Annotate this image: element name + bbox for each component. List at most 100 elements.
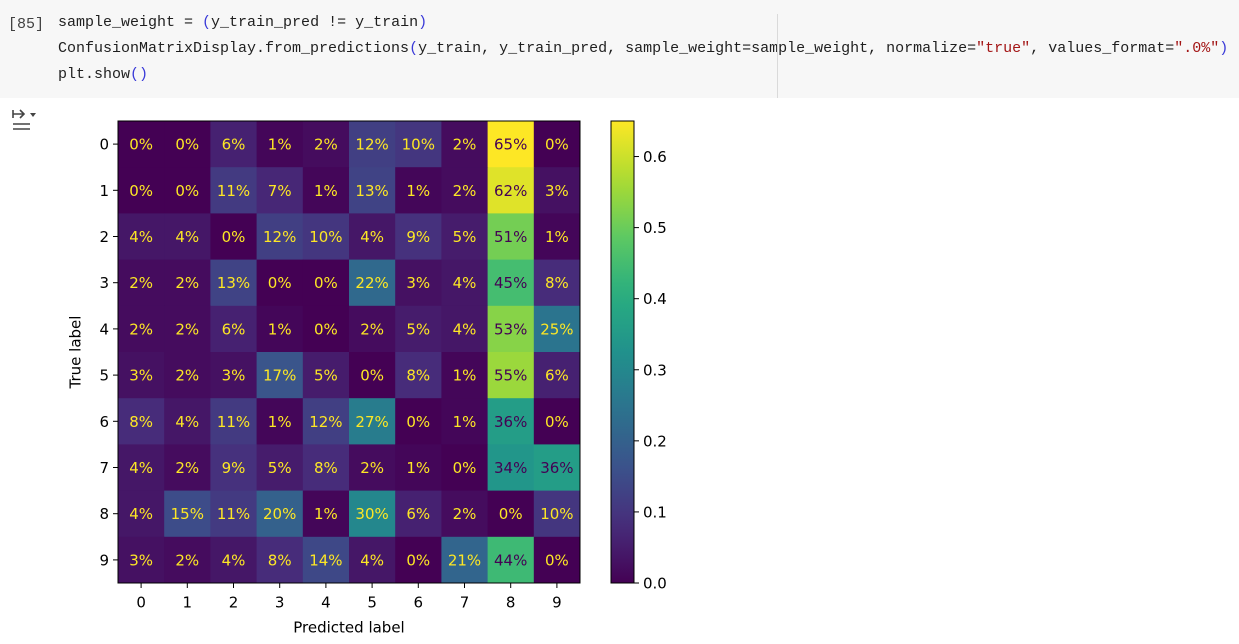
heatmap-cell	[349, 213, 396, 261]
cell-label: 62%	[494, 182, 527, 200]
heatmap-cell	[118, 259, 165, 307]
heatmap-cell	[164, 121, 211, 168]
cell-label: 0%	[175, 136, 199, 154]
heatmap-cell	[395, 444, 442, 492]
cell-label: 21%	[448, 551, 481, 569]
colorbar-tick-label: 0.6	[643, 148, 667, 166]
heatmap-cell	[533, 167, 581, 214]
y-tick-label: 5	[99, 367, 109, 385]
x-tick-label: 9	[552, 594, 562, 612]
heatmap-cell	[487, 536, 535, 584]
heatmap-cell	[349, 444, 396, 492]
heatmap-cell	[349, 352, 396, 399]
cell-label: 1%	[268, 413, 292, 431]
x-tick-label: 4	[321, 594, 331, 612]
heatmap-cell	[533, 259, 581, 307]
x-tick-label: 8	[506, 594, 516, 612]
cell-label: 4%	[222, 551, 246, 569]
heatmap-cell	[256, 259, 304, 307]
heatmap-cell	[256, 213, 304, 261]
cell-label: 10%	[540, 505, 573, 523]
heatmap-cell	[210, 536, 258, 584]
cell-label: 10%	[402, 136, 435, 154]
cell-label: 0%	[314, 274, 338, 292]
heatmap-cell	[302, 398, 350, 445]
heatmap-cell	[256, 121, 304, 168]
cell-label: 2%	[175, 551, 199, 569]
cell-label: 0%	[406, 551, 430, 569]
code-editor[interactable]: sample_weight = (y_train_pred != y_train…	[58, 10, 1228, 88]
cell-prompt: [85]	[8, 16, 45, 33]
heatmap-cell	[533, 121, 581, 168]
cell-label: 5%	[406, 320, 430, 338]
heatmap-cell	[164, 398, 211, 445]
y-tick-label: 8	[99, 505, 109, 523]
cell-label: 0%	[222, 228, 246, 246]
heatmap-cell	[441, 352, 489, 399]
cell-label: 1%	[406, 459, 430, 477]
cell-label: 6%	[406, 505, 430, 523]
heatmap-cell	[164, 444, 211, 492]
heatmap-cell	[118, 490, 165, 538]
code-token: (	[409, 40, 419, 57]
heatmap-cell	[395, 213, 442, 261]
heatmap-cell	[210, 352, 258, 399]
heatmap-cell	[164, 305, 211, 353]
heatmap-cell	[118, 213, 165, 261]
heatmap-cell	[256, 536, 304, 584]
cell-label: 2%	[314, 136, 338, 154]
cell-label: 9%	[222, 459, 246, 477]
x-axis-label: Predicted label	[293, 619, 404, 637]
cell-label: 2%	[129, 320, 153, 338]
x-tick-label: 1	[183, 594, 193, 612]
cell-label: 1%	[314, 182, 338, 200]
heatmap-cell	[256, 167, 304, 214]
cell-label: 4%	[175, 228, 199, 246]
cell-label: 0%	[175, 182, 199, 200]
heatmap-cell	[441, 259, 489, 307]
heatmap-cell	[395, 121, 442, 168]
colorbar	[610, 120, 635, 584]
cell-label: 4%	[175, 413, 199, 431]
x-tick-label: 6	[414, 594, 424, 612]
cell-label: 4%	[129, 505, 153, 523]
cell-label: 4%	[360, 228, 384, 246]
cell-label: 0%	[129, 182, 153, 200]
cell-label: 45%	[494, 274, 527, 292]
heatmap-cell	[441, 121, 489, 168]
cell-label: 14%	[309, 551, 342, 569]
cell-label: 25%	[540, 320, 573, 338]
heatmap-cell	[349, 490, 396, 538]
heatmap-cell	[118, 121, 165, 168]
x-tick-label: 0	[136, 594, 146, 612]
output-toggle-icon[interactable]	[10, 108, 40, 132]
x-tick-label: 7	[460, 594, 470, 612]
cell-label: 36%	[494, 413, 527, 431]
cell-label: 4%	[129, 228, 153, 246]
heatmap-cell	[533, 536, 581, 584]
heatmap-cell	[487, 352, 535, 399]
cell-label: 0%	[129, 136, 153, 154]
cell-label: 2%	[453, 505, 477, 523]
cell-label: 3%	[222, 367, 246, 385]
cell-label: 2%	[175, 367, 199, 385]
heatmap-cell	[118, 352, 165, 399]
code-token: plt.show	[58, 66, 131, 83]
heatmap-cell	[349, 305, 396, 353]
cell-label: 3%	[129, 367, 153, 385]
cell-label: 5%	[314, 367, 338, 385]
cell-label: 7%	[268, 182, 292, 200]
cell-label: 13%	[355, 182, 388, 200]
cell-label: 20%	[263, 505, 296, 523]
heatmap-cell	[164, 490, 211, 538]
plot-frame	[117, 120, 581, 584]
cell-label: 12%	[263, 228, 296, 246]
cell-label: 6%	[222, 320, 246, 338]
heatmap-cell	[533, 213, 581, 261]
heatmap-cell	[164, 536, 211, 584]
cell-label: 0%	[314, 320, 338, 338]
heatmap-cell	[441, 398, 489, 445]
heatmap-cell	[118, 398, 165, 445]
heatmap-cell	[487, 398, 535, 445]
heatmap-cell	[302, 213, 350, 261]
